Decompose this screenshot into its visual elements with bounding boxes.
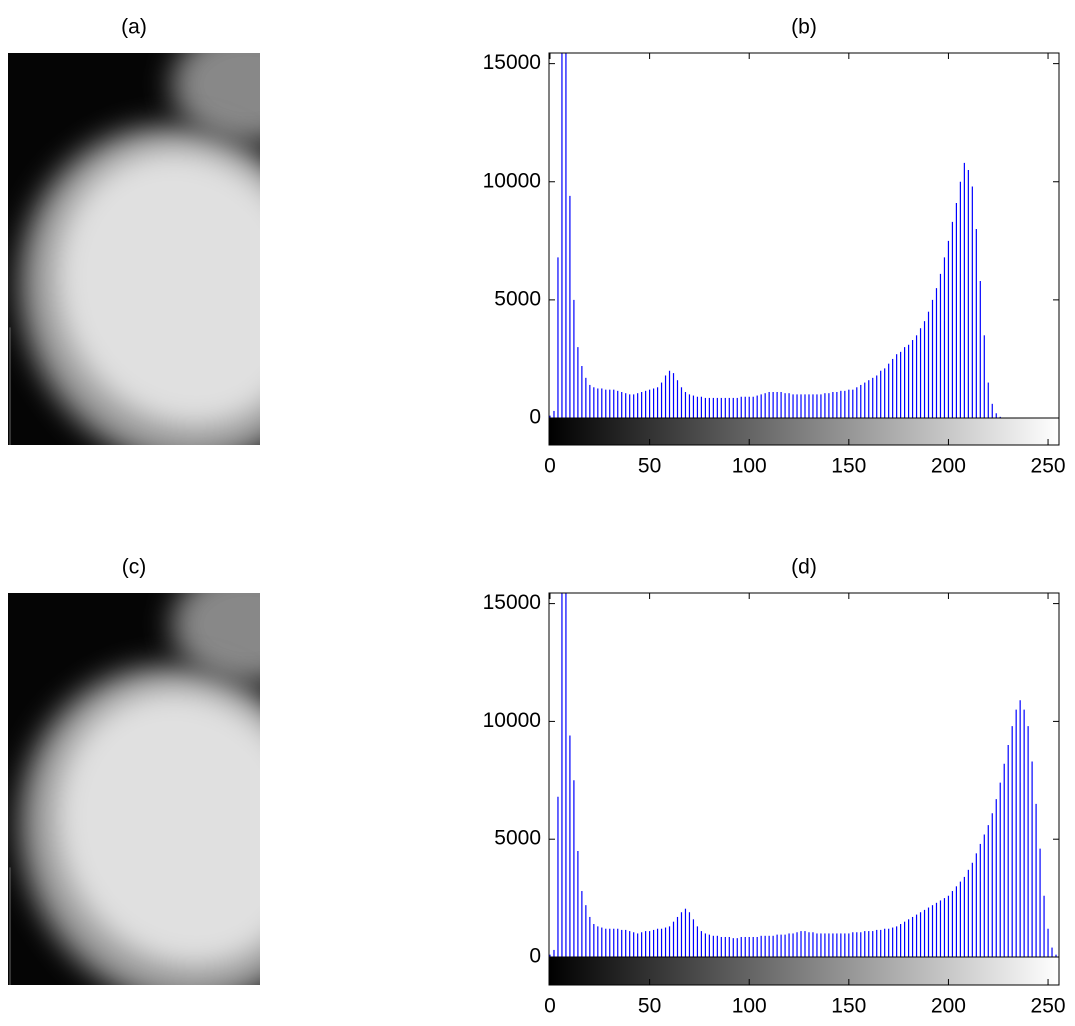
panel-title: (a) (121, 16, 147, 39)
x-tick-label: 50 (638, 995, 661, 1018)
plot-frame (548, 52, 1060, 419)
y-tick-label: 10000 (483, 169, 541, 192)
colorbar (548, 956, 1060, 986)
x-tick-label: 200 (931, 995, 966, 1018)
x-tick-label: 100 (732, 995, 767, 1018)
x-tick-label: 50 (638, 455, 661, 478)
y-tick-label: 5000 (494, 827, 541, 850)
y-tick-label: 10000 (483, 709, 541, 732)
tissue-inner (55, 689, 260, 967)
x-tick-label: 0 (544, 995, 556, 1018)
colorbar (548, 417, 1060, 446)
x-tick-label: 250 (1031, 995, 1066, 1018)
x-tick-label: 100 (732, 455, 767, 478)
x-tick-label: 150 (831, 995, 866, 1018)
y-tick-label: 15000 (483, 591, 541, 614)
y-tick-label: 0 (529, 406, 541, 429)
tissue-upper (171, 593, 260, 684)
plot-frame (548, 592, 1060, 958)
y-tick-label: 15000 (483, 51, 541, 74)
x-tick-label: 0 (544, 455, 556, 478)
x-tick-label: 150 (831, 455, 866, 478)
stems (549, 53, 1001, 418)
x-tick-label: 250 (1031, 455, 1066, 478)
mammogram-image (8, 593, 260, 985)
mammogram-image (8, 53, 260, 445)
tissue-inner (55, 149, 260, 427)
y-tick-label: 5000 (494, 287, 541, 310)
stems (549, 593, 1057, 957)
x-tick-label: 200 (931, 455, 966, 478)
panel-title: (b) (791, 16, 817, 39)
panel-title: (d) (791, 556, 817, 579)
panel-title: (c) (122, 556, 147, 579)
tissue-upper (171, 53, 260, 144)
y-tick-label: 0 (529, 945, 541, 968)
